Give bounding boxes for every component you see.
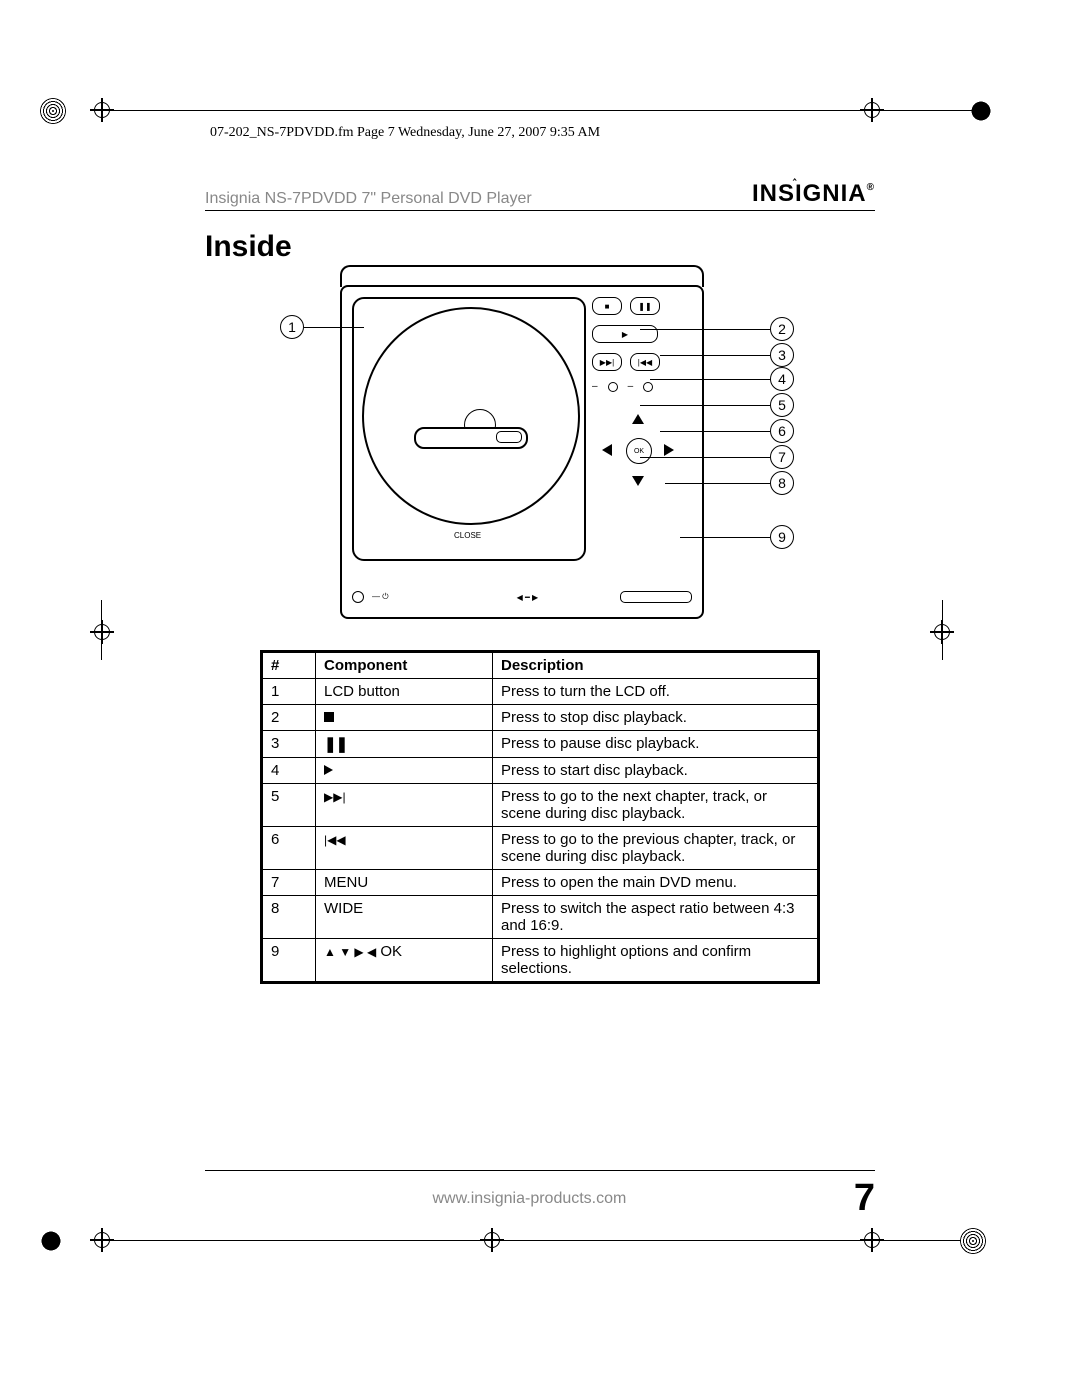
footer-url: www.insignia-products.com	[205, 1190, 854, 1208]
cell-num: 6	[262, 827, 316, 870]
registration-mark	[90, 1228, 114, 1252]
table-row: 9▲ ▼ ▶ ◀ OKPress to highlight options an…	[262, 939, 819, 983]
cell-component: MENU	[316, 870, 493, 896]
cell-component	[316, 758, 493, 784]
cell-description: Press to highlight options and confirm s…	[493, 939, 819, 983]
cell-description: Press to switch the aspect ratio between…	[493, 896, 819, 939]
registration-mark	[90, 620, 114, 644]
page-header: Insignia NS-7PDVDD 7" Personal DVD Playe…	[205, 180, 875, 211]
registration-mark	[860, 98, 884, 122]
callout-4: 4	[650, 367, 800, 391]
cell-num: 1	[262, 679, 316, 705]
cell-component	[316, 705, 493, 731]
framemaker-header-text: 07-202_NS-7PDVDD.fm Page 7 Wednesday, Ju…	[210, 125, 600, 141]
registration-mark	[40, 98, 66, 124]
cell-description: Press to go to the next chapter, track, …	[493, 784, 819, 827]
callout-8: 8	[665, 471, 800, 495]
page-content: 07-202_NS-7PDVDD.fm Page 7 Wednesday, Ju…	[100, 80, 980, 1317]
page-number: 7	[854, 1177, 875, 1220]
callout-6: 6	[660, 419, 800, 443]
crop-line	[100, 110, 980, 111]
cell-description: Press to open the main DVD menu.	[493, 870, 819, 896]
registration-mark	[40, 1230, 62, 1252]
device-diagram: CLOSE ■❚❚ ▶ ▶▶||◀◀ –– OK — ⏻ ◀ ━	[310, 265, 800, 635]
cell-description: Press to turn the LCD off.	[493, 679, 819, 705]
callout-9: 9	[680, 525, 800, 549]
registration-mark	[480, 1228, 504, 1252]
components-table: # Component Description 1LCD buttonPress…	[260, 650, 820, 984]
cell-component: ▶▶|	[316, 784, 493, 827]
table-row: 1LCD buttonPress to turn the LCD off.	[262, 679, 819, 705]
crop-line	[942, 600, 943, 660]
cell-component: WIDE	[316, 896, 493, 939]
cell-description: Press to pause disc playback.	[493, 731, 819, 758]
registration-mark	[970, 100, 992, 122]
table-row: 7MENUPress to open the main DVD menu.	[262, 870, 819, 896]
cell-description: Press to go to the previous chapter, tra…	[493, 827, 819, 870]
registration-mark	[960, 1228, 986, 1254]
cell-component: ❚❚	[316, 731, 493, 758]
cell-num: 5	[262, 784, 316, 827]
th-description: Description	[493, 652, 819, 679]
cell-description: Press to stop disc playback.	[493, 705, 819, 731]
registration-mark	[860, 1228, 884, 1252]
table-row: 8WIDEPress to switch the aspect ratio be…	[262, 896, 819, 939]
page-footer: www.insignia-products.com 7	[205, 1170, 875, 1220]
cell-num: 4	[262, 758, 316, 784]
th-component: Component	[316, 652, 493, 679]
callout-2: 2	[640, 317, 800, 341]
cell-component: LCD button	[316, 679, 493, 705]
crop-line	[100, 1240, 980, 1241]
close-label: CLOSE	[454, 531, 481, 540]
cell-num: 2	[262, 705, 316, 731]
registration-mark	[90, 98, 114, 122]
cell-num: 7	[262, 870, 316, 896]
product-title: Insignia NS-7PDVDD 7" Personal DVD Playe…	[205, 190, 532, 208]
cell-num: 8	[262, 896, 316, 939]
table-row: 4 Press to start disc playback.	[262, 758, 819, 784]
crop-line	[101, 600, 102, 660]
callout-1: 1	[280, 315, 364, 339]
cell-num: 3	[262, 731, 316, 758]
callout-7: 7	[640, 445, 800, 469]
cell-description: Press to start disc playback.	[493, 758, 819, 784]
section-heading: Inside	[205, 230, 292, 264]
cell-num: 9	[262, 939, 316, 983]
th-num: #	[262, 652, 316, 679]
callout-5: 5	[640, 393, 800, 417]
table-row: 2 Press to stop disc playback.	[262, 705, 819, 731]
table-row: 3❚❚Press to pause disc playback.	[262, 731, 819, 758]
table-row: 6|◀◀Press to go to the previous chapter,…	[262, 827, 819, 870]
brand-logo: INSI‸GNIA®	[752, 180, 875, 208]
callout-3: 3	[660, 343, 800, 367]
cell-component: ▲ ▼ ▶ ◀ OK	[316, 939, 493, 983]
cell-component: |◀◀	[316, 827, 493, 870]
table-row: 5▶▶|Press to go to the next chapter, tra…	[262, 784, 819, 827]
